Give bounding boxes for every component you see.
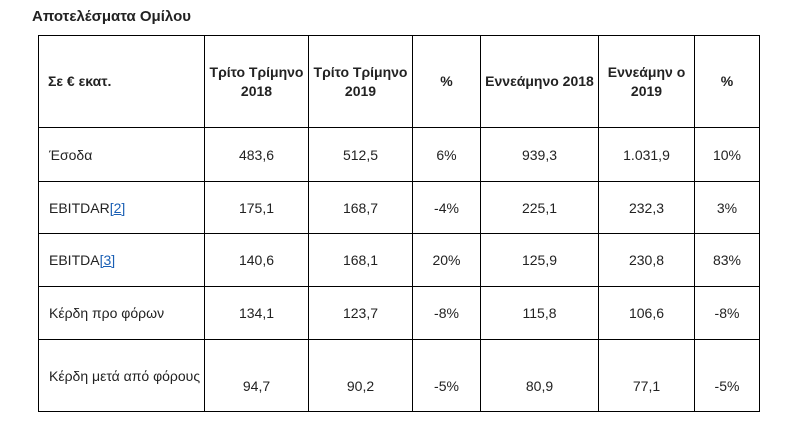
table-cell: 83% xyxy=(694,233,760,287)
table-row: Κέρδη προ φόρων 134,1 123,7 -8% 115,8 10… xyxy=(38,286,760,340)
table-cell: 80,9 xyxy=(480,339,599,412)
row-label: EBITDA[3] xyxy=(38,233,205,287)
table-cell: 125,9 xyxy=(480,233,599,287)
footnote-link[interactable]: [2] xyxy=(109,199,126,216)
table-cell: 140,6 xyxy=(204,233,309,287)
table-cell: 77,1 xyxy=(598,339,695,412)
table-cell: 483,6 xyxy=(204,127,309,182)
table-cell: 230,8 xyxy=(598,233,695,287)
row-label: Κέρδη μετά από φόρους xyxy=(38,339,205,412)
table-cell: 20% xyxy=(412,233,481,287)
table-header-row: Σε € εκατ. Τρίτο Τρίμηνο 2018 Τρίτο Τρίμ… xyxy=(38,35,760,128)
table-cell: 94,7 xyxy=(204,339,309,412)
table-cell: 134,1 xyxy=(204,286,309,340)
table-cell: 10% xyxy=(694,127,760,182)
table-cell: -5% xyxy=(412,339,481,412)
header-cell: % xyxy=(694,35,760,128)
table-row: Έσοδα 483,6 512,5 6% 939,3 1.031,9 10% xyxy=(38,127,760,182)
header-cell: Εννεάμην ο 2019 xyxy=(598,35,695,128)
table-cell: -4% xyxy=(412,181,481,234)
header-cell: Εννεάμηνο 2018 xyxy=(480,35,599,128)
table-cell: 106,6 xyxy=(598,286,695,340)
table-cell: 168,7 xyxy=(308,181,413,234)
table-cell: 123,7 xyxy=(308,286,413,340)
table-row: EBITDAR[2] 175,1 168,7 -4% 225,1 232,3 3… xyxy=(38,181,760,234)
table-row: Κέρδη μετά από φόρους 94,7 90,2 -5% 80,9… xyxy=(38,339,760,412)
table-cell: 3% xyxy=(694,181,760,234)
table-cell: 175,1 xyxy=(204,181,309,234)
header-cell: % xyxy=(412,35,481,128)
row-label: Έσοδα xyxy=(38,127,205,182)
table-cell: 232,3 xyxy=(598,181,695,234)
table-row: EBITDA[3] 140,6 168,1 20% 125,9 230,8 83… xyxy=(38,233,760,287)
header-cell: Σε € εκατ. xyxy=(38,35,205,128)
table-cell: 168,1 xyxy=(308,233,413,287)
table-cell: 90,2 xyxy=(308,339,413,412)
table-cell: 115,8 xyxy=(480,286,599,340)
row-label: EBITDAR[2] xyxy=(38,181,205,234)
row-label: Κέρδη προ φόρων xyxy=(38,286,205,340)
table-cell: -8% xyxy=(412,286,481,340)
table-cell: 512,5 xyxy=(308,127,413,182)
table-cell: 939,3 xyxy=(480,127,599,182)
table-cell: -8% xyxy=(694,286,760,340)
table-cell: 1.031,9 xyxy=(598,127,695,182)
results-table: Σε € εκατ. Τρίτο Τρίμηνο 2018 Τρίτο Τρίμ… xyxy=(38,35,760,412)
table-cell: 225,1 xyxy=(480,181,599,234)
footnote-link[interactable]: [3] xyxy=(99,252,116,268)
header-cell: Τρίτο Τρίμηνο 2019 xyxy=(308,35,413,128)
page-title: Αποτελέσματα Ομίλου xyxy=(32,8,191,25)
table-cell: -5% xyxy=(694,339,760,412)
header-cell: Τρίτο Τρίμηνο 2018 xyxy=(204,35,309,128)
table-cell: 6% xyxy=(412,127,481,182)
